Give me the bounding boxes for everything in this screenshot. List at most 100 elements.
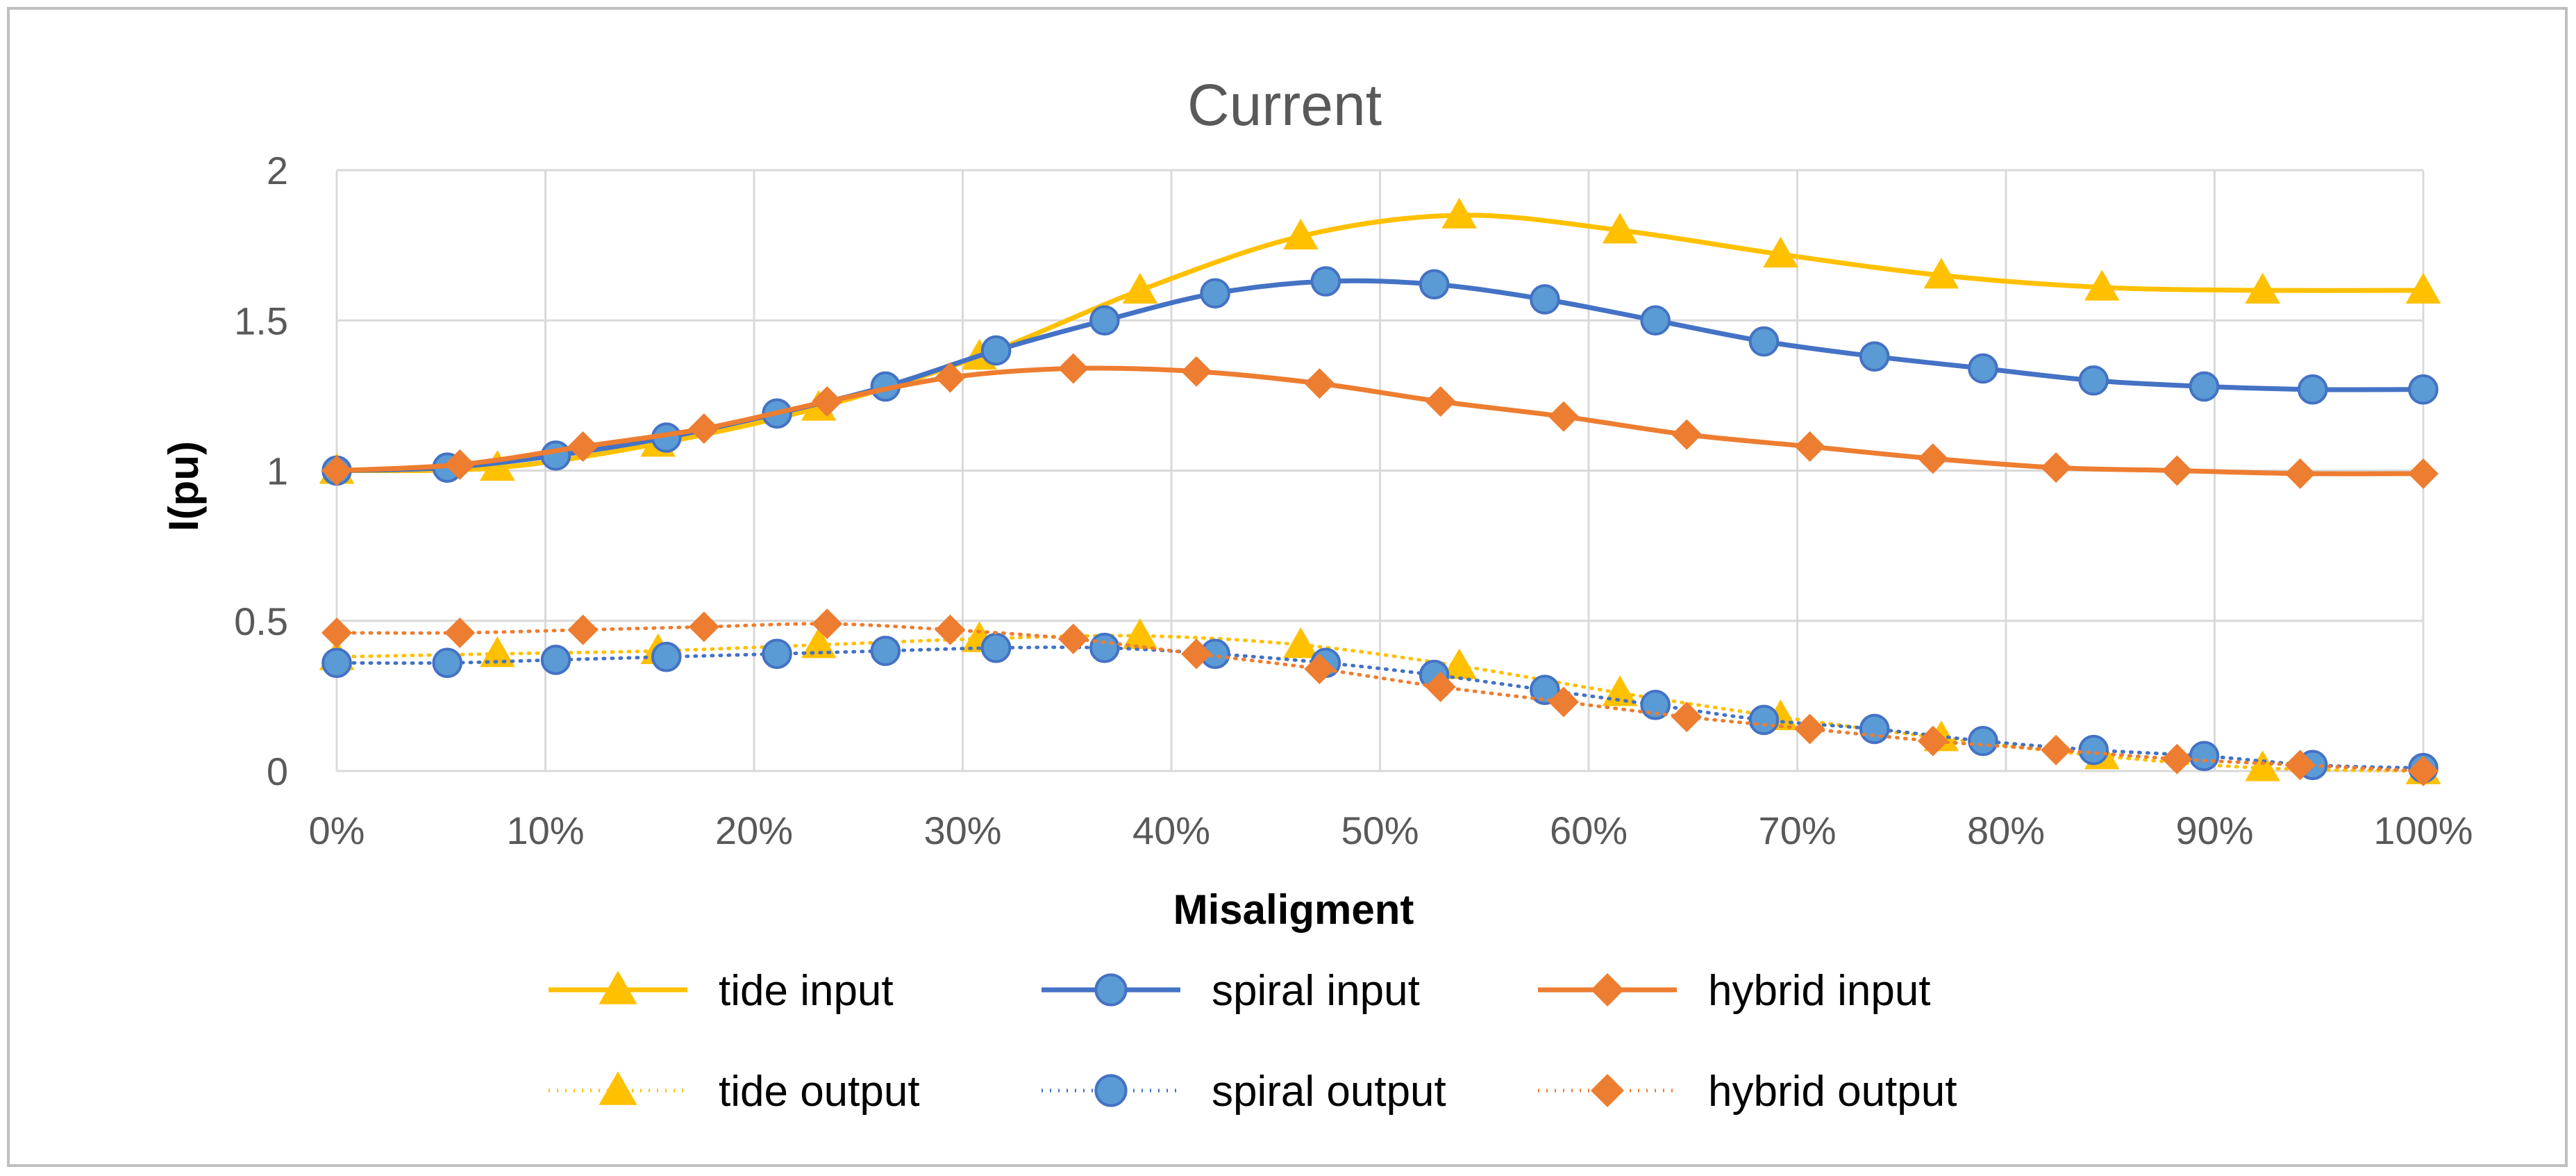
- x-tick-label: 20%: [715, 809, 793, 852]
- legend-item-hybrid-output: hybrid output: [1538, 1068, 1957, 1116]
- legend-marker: [1094, 973, 1128, 1007]
- x-tick-label: 90%: [2175, 809, 2253, 852]
- hybrid-output-point: [1548, 686, 1579, 718]
- legend-item-spiral-output: spiral output: [1042, 1068, 1446, 1116]
- legend-marker: [599, 1071, 637, 1105]
- hybrid-input-point: [812, 386, 843, 417]
- legend-label: tide output: [719, 1068, 920, 1116]
- x-tick-label: 10%: [506, 809, 584, 852]
- spiral-input-point: [2078, 365, 2109, 396]
- spiral-input-point: [1968, 353, 1998, 384]
- y-tick-label: 2: [267, 149, 288, 192]
- spiral-input-point: [2297, 374, 2328, 405]
- hybrid-input-point: [1671, 419, 1703, 450]
- hybrid-output-point: [1794, 713, 1825, 745]
- legend-marker: [1591, 1074, 1624, 1107]
- legend-label: spiral output: [1212, 1068, 1446, 1116]
- tide-output-point: [1283, 627, 1319, 659]
- legend-item-hybrid-input: hybrid input: [1538, 967, 1931, 1015]
- x-tick-label: 0%: [309, 809, 365, 852]
- legend-item-spiral-input: spiral input: [1042, 967, 1420, 1015]
- legend-label: hybrid output: [1708, 1068, 1957, 1116]
- tide-output-point: [480, 636, 515, 668]
- legend-marker: [599, 970, 637, 1004]
- hybrid-output-point: [2408, 756, 2439, 786]
- tide-input-point: [1441, 197, 1477, 229]
- y-tick-label: 0.5: [234, 599, 288, 643]
- tide-input-point: [1763, 236, 1798, 268]
- tide-output-point: [1441, 648, 1477, 679]
- spiral-input-point: [1859, 341, 1890, 372]
- hybrid-input-point: [1425, 386, 1456, 417]
- y-tick-label: 1: [267, 449, 288, 493]
- legend-marker: [1591, 973, 1624, 1007]
- tide-input-point: [2405, 272, 2441, 304]
- y-tick-label: 1.5: [234, 299, 288, 342]
- hybrid-input-point: [2284, 458, 2316, 489]
- spiral-output-point: [762, 638, 792, 670]
- hybrid-input-point: [444, 449, 476, 480]
- spiral-input-point: [1419, 269, 1450, 300]
- spiral-output-point: [1859, 713, 1890, 745]
- chart-frame: [7, 7, 2568, 1167]
- spiral-input-point: [540, 440, 571, 471]
- spiral-input-point: [1640, 305, 1671, 336]
- hybrid-output-point: [1181, 638, 1212, 670]
- hybrid-output-point: [1057, 623, 1089, 654]
- hybrid-output-point: [321, 618, 352, 649]
- tide-input-point: [1283, 218, 1319, 250]
- chart-title: Current: [1187, 72, 1382, 138]
- tide-input-point: [1923, 258, 1959, 289]
- hybrid-input-point: [935, 362, 966, 393]
- series-lines: [319, 197, 2441, 786]
- spiral-input-point: [2408, 374, 2439, 405]
- hybrid-input-point: [688, 413, 719, 444]
- hybrid-input-point: [1181, 356, 1212, 387]
- tide-input-point: [1602, 213, 1638, 244]
- hybrid-output-point: [2041, 734, 2072, 765]
- tide-output-point: [1122, 618, 1158, 649]
- x-tick-label: 30%: [923, 809, 1001, 852]
- spiral-output-point: [1530, 674, 1560, 706]
- spiral-input-point: [1748, 326, 1780, 357]
- spiral-output-point: [1968, 725, 1998, 756]
- spiral-input-point: [980, 335, 1012, 366]
- hybrid-output-point: [444, 618, 476, 649]
- x-tick-label: 80%: [1967, 809, 2045, 852]
- spiral-output-point: [870, 636, 901, 666]
- legend: tide input spiral input hybrid input tide o…: [549, 967, 1957, 1116]
- y-tick-label: 0: [267, 750, 288, 793]
- hybrid-output-point: [935, 614, 966, 645]
- y-axis-title: I(pu): [160, 441, 207, 531]
- hybrid-output-point: [1304, 653, 1335, 684]
- spiral-input-point: [2189, 371, 2220, 402]
- x-tick-label: 40%: [1132, 809, 1210, 852]
- legend-label: spiral input: [1212, 967, 1420, 1015]
- hybrid-output-point: [2161, 743, 2193, 775]
- tide-input-point: [1122, 272, 1158, 304]
- tide-input-point: [2084, 270, 2120, 301]
- hybrid-output-point: [812, 608, 843, 640]
- hybrid-input-point: [1794, 431, 1825, 462]
- hybrid-output-point: [688, 611, 719, 643]
- hybrid-output-point: [1671, 702, 1703, 733]
- legend-item-tide-input: tide input: [549, 967, 894, 1015]
- spiral-output-point: [321, 647, 352, 679]
- hybrid-input-point: [567, 431, 599, 462]
- x-tick-label: 60%: [1550, 809, 1628, 852]
- spiral-output-point: [651, 641, 682, 672]
- hybrid-input-point: [1304, 368, 1335, 399]
- hybrid-input-point: [1057, 353, 1089, 384]
- series-hybrid-input: [321, 353, 2439, 489]
- hybrid-input-point: [1548, 401, 1579, 432]
- legend-label: tide input: [719, 967, 894, 1015]
- hybrid-input-point: [2041, 452, 2072, 483]
- x-tick-label: 50%: [1341, 809, 1419, 852]
- tide-input-point: [2245, 272, 2280, 304]
- spiral-output-point: [2078, 734, 2109, 765]
- x-axis-title: Misaligment: [1173, 886, 1414, 933]
- spiral-output-point: [980, 632, 1012, 663]
- spiral-input-point: [1530, 284, 1560, 315]
- hybrid-input-point: [321, 455, 352, 486]
